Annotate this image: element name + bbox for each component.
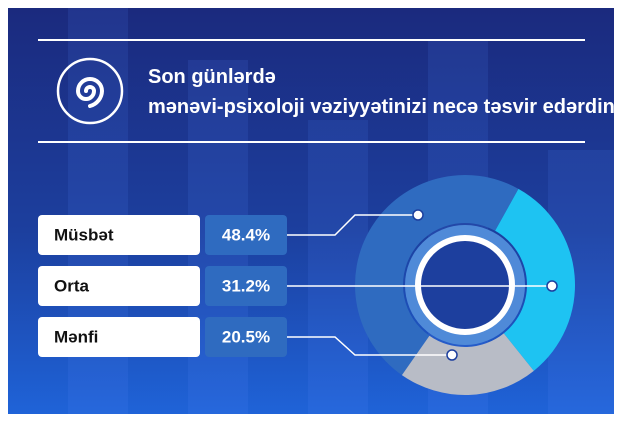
label-box [38,266,200,306]
icon [56,57,124,125]
donut-slice [495,188,575,371]
connector [287,336,452,356]
connector-dot [446,349,458,361]
connector-dot [412,209,424,221]
label-box [38,317,200,357]
legend-label: Orta [54,276,90,295]
value-label: 31.2% [222,276,270,295]
hole [415,235,515,335]
connector [287,214,418,236]
connector-dot [546,280,558,292]
value-label: 20.5% [222,327,270,346]
legend-label: Mənfi [54,327,98,346]
chart-title: Son günlərdə mənəvi-psixoloji vəziyyətini… [148,66,622,118]
value-box [205,317,287,357]
legend-label: Müsbət [54,225,114,244]
donut-slice [355,175,519,376]
value-label: 48.4% [222,225,270,244]
label-box [38,215,200,255]
value-box [205,215,287,255]
donut-slice [401,333,534,395]
value-box [205,266,287,306]
